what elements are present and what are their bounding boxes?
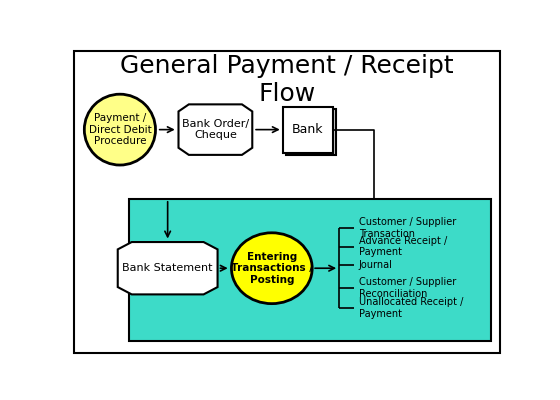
Text: Payment /
Direct Debit
Procedure: Payment / Direct Debit Procedure bbox=[88, 113, 151, 146]
FancyBboxPatch shape bbox=[129, 199, 491, 341]
FancyBboxPatch shape bbox=[286, 109, 336, 155]
Text: Customer / Supplier
Reconciliation: Customer / Supplier Reconciliation bbox=[358, 278, 456, 299]
Text: Journal: Journal bbox=[358, 260, 393, 270]
Text: Customer / Supplier
Transaction: Customer / Supplier Transaction bbox=[358, 217, 456, 239]
Text: General Payment / Receipt
Flow: General Payment / Receipt Flow bbox=[120, 54, 454, 106]
Text: Bank: Bank bbox=[292, 123, 323, 136]
Text: Entering
Transactions /
Posting: Entering Transactions / Posting bbox=[231, 252, 313, 285]
Text: Advance Receipt /
Payment: Advance Receipt / Payment bbox=[358, 236, 447, 258]
Ellipse shape bbox=[85, 94, 156, 165]
Polygon shape bbox=[179, 104, 252, 155]
Text: Bank Statement: Bank Statement bbox=[123, 263, 213, 273]
Text: Bank Order/
Cheque: Bank Order/ Cheque bbox=[182, 119, 249, 140]
Ellipse shape bbox=[231, 233, 312, 304]
Text: Unallocated Receipt /
Payment: Unallocated Receipt / Payment bbox=[358, 298, 463, 319]
FancyBboxPatch shape bbox=[283, 106, 333, 153]
Polygon shape bbox=[118, 242, 217, 294]
